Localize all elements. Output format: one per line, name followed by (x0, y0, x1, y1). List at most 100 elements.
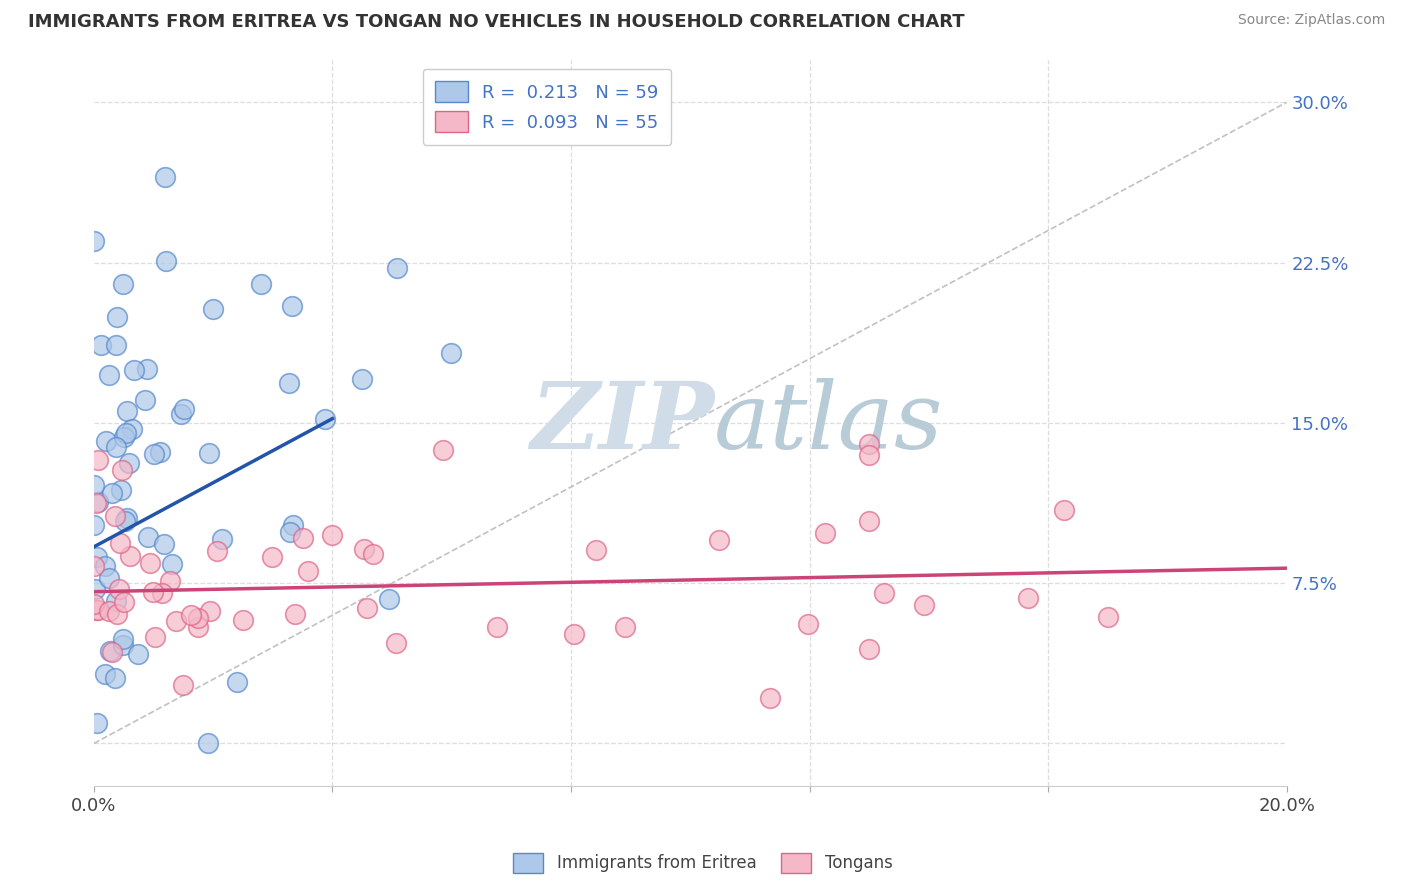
Point (385, 635, 408, 649)
Point (440, 345, 463, 359)
Point (121, 422, 143, 436)
Point (118, 549, 141, 563)
Point (105, 441, 128, 455)
Point (283, 518, 305, 533)
Point (260, 549, 283, 564)
Point (112, 595, 135, 609)
Point (564, 627, 586, 641)
Point (139, 556, 162, 570)
Point (143, 630, 166, 644)
Point (111, 463, 134, 477)
Point (104, 671, 127, 685)
Point (707, 533, 730, 547)
Point (104, 594, 127, 608)
Point (84, 496, 107, 510)
Point (170, 407, 193, 421)
Point (96, 434, 118, 449)
Point (101, 486, 124, 500)
Text: atlas: atlas (714, 378, 943, 468)
Point (159, 574, 181, 589)
Point (155, 254, 177, 268)
Point (226, 675, 249, 690)
Point (112, 430, 135, 444)
Point (97, 368, 120, 382)
Point (378, 592, 401, 607)
Point (197, 446, 219, 460)
Point (858, 448, 880, 462)
Point (86, 550, 108, 565)
Point (187, 620, 209, 634)
Point (142, 585, 165, 599)
Point (86, 603, 108, 617)
Point (83, 559, 105, 574)
Point (912, 599, 935, 613)
Point (585, 542, 607, 557)
Point (278, 525, 301, 540)
Point (98, 644, 121, 658)
Point (432, 443, 454, 458)
Point (118, 456, 141, 470)
Point (385, 261, 408, 276)
Point (613, 620, 636, 634)
Point (361, 547, 384, 561)
Point (115, 404, 138, 418)
Point (83, 598, 105, 612)
Point (198, 604, 221, 618)
Point (187, 611, 209, 625)
Text: ZIP: ZIP (530, 378, 714, 468)
Point (180, 607, 202, 622)
Point (278, 376, 301, 390)
Point (135, 362, 157, 376)
Legend: R =  0.213   N = 59, R =  0.093   N = 55: R = 0.213 N = 59, R = 0.093 N = 55 (423, 69, 672, 145)
Point (314, 411, 336, 425)
Point (114, 514, 136, 528)
Text: IMMIGRANTS FROM ERITREA VS TONGAN NO VEHICLES IN HOUSEHOLD CORRELATION CHART: IMMIGRANTS FROM ERITREA VS TONGAN NO VEH… (28, 13, 965, 31)
Point (758, 691, 780, 706)
Point (100, 645, 122, 659)
Point (149, 445, 172, 459)
Point (110, 536, 132, 550)
Point (111, 638, 134, 652)
Point (485, 620, 508, 634)
Point (127, 647, 149, 661)
Point (97, 603, 120, 617)
Point (297, 564, 319, 578)
Point (160, 557, 183, 571)
Point (94, 667, 117, 681)
Point (104, 509, 127, 524)
Point (165, 614, 187, 628)
Point (111, 277, 134, 291)
Point (353, 541, 375, 556)
Point (108, 582, 131, 596)
Point (98, 571, 121, 585)
Point (84, 582, 107, 596)
Point (83, 478, 105, 492)
Point (83, 518, 105, 533)
Point (112, 632, 135, 646)
Point (105, 607, 128, 621)
Point (136, 530, 159, 544)
Point (813, 525, 835, 540)
Point (86, 495, 108, 509)
Point (90, 337, 112, 351)
Point (134, 392, 156, 407)
Point (1097, 610, 1119, 624)
Point (152, 537, 174, 551)
Point (281, 299, 304, 313)
Point (172, 678, 194, 692)
Legend: Immigrants from Eritrea, Tongans: Immigrants from Eritrea, Tongans (506, 847, 900, 880)
Point (105, 338, 128, 352)
Point (115, 510, 138, 524)
Point (858, 641, 880, 656)
Point (150, 586, 173, 600)
Point (197, 736, 219, 750)
Point (173, 401, 195, 416)
Point (356, 600, 378, 615)
Point (105, 310, 128, 324)
Point (873, 586, 896, 600)
Point (232, 613, 254, 627)
Point (321, 528, 343, 542)
Text: Source: ZipAtlas.com: Source: ZipAtlas.com (1237, 13, 1385, 28)
Point (207, 543, 229, 558)
Point (1053, 502, 1076, 516)
